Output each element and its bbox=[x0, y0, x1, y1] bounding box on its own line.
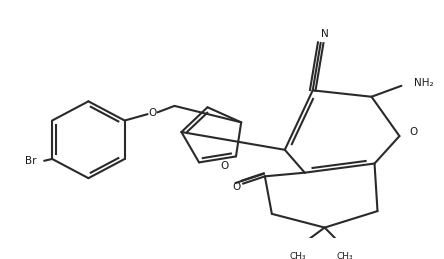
Text: O: O bbox=[409, 126, 417, 136]
Text: O: O bbox=[233, 182, 241, 192]
Text: O: O bbox=[148, 108, 157, 118]
Text: NH₂: NH₂ bbox=[414, 78, 434, 88]
Text: N: N bbox=[321, 29, 329, 39]
Text: CH₃: CH₃ bbox=[289, 252, 306, 259]
Text: Br: Br bbox=[25, 156, 36, 166]
Text: CH₃: CH₃ bbox=[336, 252, 353, 259]
Text: O: O bbox=[220, 161, 228, 171]
